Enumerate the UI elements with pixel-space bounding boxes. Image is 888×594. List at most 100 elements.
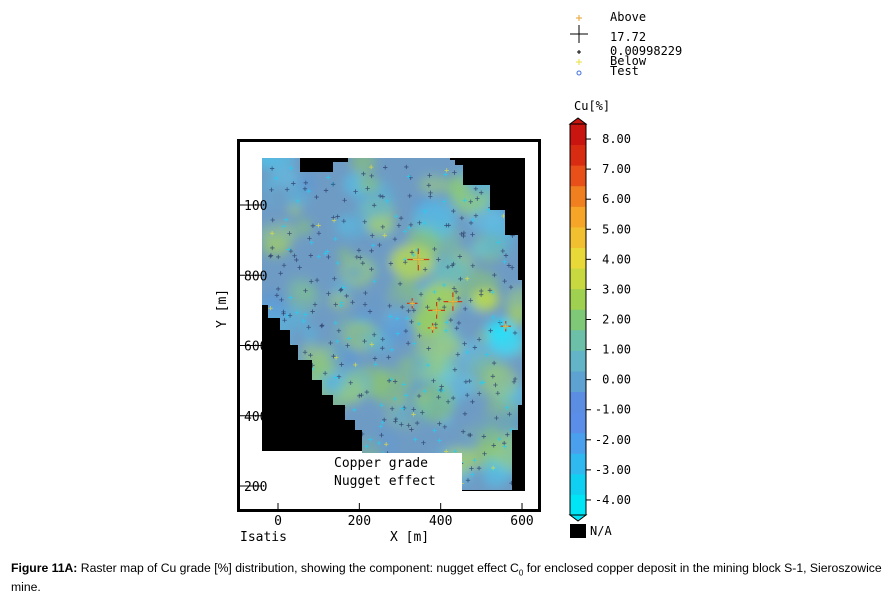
sample-cross	[281, 224, 287, 229]
sample-cross	[314, 277, 320, 283]
sample-cross	[404, 316, 410, 321]
sample-cross	[284, 217, 289, 222]
sample-cross	[413, 437, 418, 442]
sample-cross	[494, 415, 499, 421]
colorbar-bottom-cap	[568, 514, 588, 522]
sample-cross	[470, 472, 475, 477]
colorbar-tick-label: -3.00	[595, 463, 631, 477]
sample-cross	[380, 420, 385, 425]
colorbar-segment	[570, 329, 586, 351]
sample-cross	[498, 319, 503, 324]
x-tick-label: 600	[510, 514, 533, 529]
legend-label: 17.72	[610, 30, 646, 44]
heat-blob	[311, 241, 328, 255]
sample-cross	[401, 382, 406, 387]
sample-cross	[476, 466, 482, 471]
heat-blob	[350, 158, 376, 176]
sample-cross	[456, 320, 462, 326]
sample-cross	[502, 278, 507, 284]
sample-cross	[332, 276, 337, 281]
heat-blob	[358, 175, 380, 193]
heat-blob-hot	[412, 305, 448, 335]
sample-cross	[444, 223, 449, 228]
sample-cross	[371, 332, 377, 337]
sample-cross	[303, 180, 309, 186]
sample-cross	[507, 412, 512, 417]
sample-cross	[388, 314, 393, 319]
sample-cross	[373, 362, 378, 367]
legend-label: Test	[610, 64, 639, 78]
sample-cross	[393, 416, 399, 422]
sample-cross	[387, 303, 392, 309]
y-tick-label: 200	[244, 480, 267, 495]
colorbar-tick-label: -4.00	[595, 493, 631, 507]
colorbar-tick-label: 2.00	[602, 313, 631, 327]
sample-cross	[467, 378, 472, 384]
sample-cross	[453, 289, 459, 294]
heat-blob	[337, 248, 352, 261]
sample-cross	[316, 223, 321, 228]
high-grade-cross-inner	[448, 296, 458, 307]
sample-cross	[443, 172, 448, 177]
sample-cross	[442, 424, 448, 430]
sample-cross	[428, 190, 433, 196]
sample-cross	[472, 345, 478, 350]
colorbar-segment	[570, 268, 586, 290]
sample-cross	[436, 257, 441, 262]
sample-cross	[432, 246, 437, 252]
sample-cross	[269, 187, 274, 193]
sample-cross	[439, 384, 444, 389]
sample-cross	[316, 231, 322, 236]
sample-cross	[509, 265, 515, 270]
colorbar-segment	[570, 206, 586, 228]
sample-cross	[491, 360, 497, 366]
colorbar-title: Cu[%]	[574, 99, 610, 113]
sample-cross	[475, 196, 480, 201]
heat-blob	[284, 187, 310, 207]
sample-cross	[267, 254, 273, 259]
colorbar-segment	[570, 144, 586, 166]
sample-cross	[502, 259, 507, 264]
sample-cross	[306, 188, 311, 194]
sample-cross	[442, 304, 447, 310]
sample-cross	[331, 353, 336, 359]
sample-cross	[406, 174, 411, 179]
software-label: Isatis	[240, 530, 287, 545]
sample-cross	[377, 242, 382, 248]
heat-blob	[330, 330, 349, 346]
sample-cross	[333, 302, 338, 307]
sample-cross	[350, 300, 355, 305]
heat-blob	[351, 403, 384, 439]
heat-blob	[419, 175, 450, 194]
sample-cross	[352, 407, 357, 412]
sample-cross	[468, 298, 473, 303]
sample-cross	[422, 267, 428, 272]
sample-cross	[400, 406, 405, 411]
sample-cross	[322, 371, 328, 376]
legend-symbol	[570, 25, 588, 43]
sample-cross	[452, 367, 458, 372]
y-tick-label: 100	[244, 199, 267, 214]
na-label: N/A	[590, 524, 612, 538]
sample-cross	[417, 220, 422, 225]
sample-cross	[405, 341, 411, 346]
sample-cross	[357, 393, 362, 399]
sample-cross	[468, 432, 473, 438]
sample-cross	[309, 240, 314, 245]
sample-cross	[365, 186, 370, 191]
heat-blob	[446, 175, 468, 199]
sample-cross	[432, 289, 437, 295]
sample-cross	[333, 375, 339, 380]
sample-cross	[274, 293, 280, 298]
annotation-nugget-effect: Nugget effect	[334, 474, 436, 489]
sample-cross	[389, 347, 395, 353]
sample-cross	[377, 193, 383, 199]
sample-cross	[476, 337, 482, 342]
sample-cross	[456, 295, 461, 301]
sample-cross	[270, 245, 275, 251]
sample-cross	[418, 292, 424, 297]
sample-cross	[448, 317, 454, 323]
sample-cross	[369, 342, 375, 347]
sample-cross	[379, 432, 384, 438]
sample-cross	[403, 260, 408, 265]
